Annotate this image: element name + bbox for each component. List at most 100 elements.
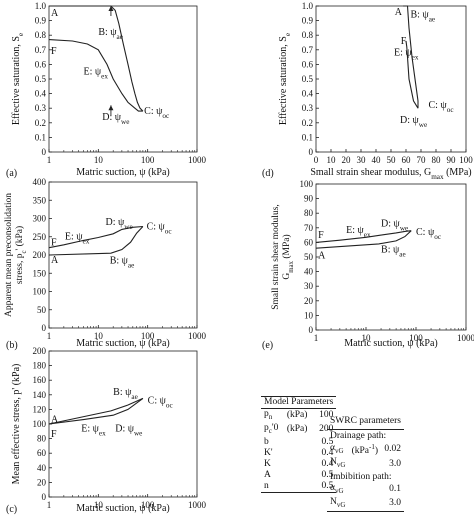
drainage-path-title: Drainage path: — [330, 431, 387, 441]
y-axis-label-c: Mean effective stress, p' (kPa) — [11, 364, 22, 485]
y-tick-label-d: 0 — [309, 147, 314, 157]
annotation-c-2: B: ψae — [113, 387, 138, 401]
parameter-name: K' — [264, 447, 273, 458]
parameter-name: K — [264, 458, 271, 469]
y-tick-label-c: 80 — [37, 434, 47, 444]
y-tick-label-e: 40 — [304, 267, 314, 277]
annotation-a-0: A — [51, 8, 59, 19]
parameter-row: NvG 3.0 — [327, 496, 404, 512]
y-tick-label-c: 40 — [37, 463, 47, 473]
y-tick-label-a: 0.3 — [35, 103, 47, 113]
series-line-imbibition-a — [48, 39, 143, 112]
plot-frame-e — [315, 183, 467, 331]
y-tick-label-c: 140 — [33, 390, 47, 400]
y-tick-label-c: 100 — [33, 419, 47, 429]
x-tick-label-d: 70 — [417, 155, 427, 165]
y-tick-label-c: 120 — [33, 404, 47, 414]
x-axis-label-a: Matric suction, ψ (kPa) — [76, 167, 169, 178]
series-line-drainage-b — [48, 226, 144, 256]
x-tick-label-b: 1000 — [188, 331, 207, 341]
panel-label-d: (d) — [262, 168, 274, 179]
parameter-name: NvG — [327, 496, 349, 512]
parameter-row: K 0.4 — [261, 459, 336, 470]
x-tick-label-a: 10 — [94, 155, 104, 165]
y-tick-label-e: 100 — [300, 179, 314, 189]
y-tick-label-a: 1.0 — [35, 1, 47, 11]
annotation-c-1: F — [51, 429, 57, 440]
y-tick-label-b: 250 — [33, 232, 47, 242]
parameter-value: 3.0 — [389, 458, 401, 469]
annotation-b-1: F — [51, 238, 57, 249]
x-tick-label-e: 1 — [314, 333, 319, 343]
x-tick-label-d: 90 — [447, 155, 457, 165]
y-tick-label-d: 0.6 — [302, 59, 314, 69]
y-tick-label-e: 80 — [304, 208, 314, 218]
annotation-a-3: E: ψex — [83, 67, 108, 81]
y-tick-label-b: 150 — [33, 268, 47, 278]
y-tick-label-d: 0.1 — [302, 132, 313, 142]
y-tick-label-b: 100 — [33, 287, 47, 297]
series-line-imbibition-c — [48, 397, 144, 425]
y-tick-label-a: 0 — [42, 147, 47, 157]
x-tick-label-b: 10 — [94, 331, 104, 341]
y-tick-label-c: 200 — [33, 346, 47, 356]
series-line-imbibition-e — [315, 230, 412, 243]
parameter-row: αvG 0.1 — [327, 483, 404, 497]
parameter-value: 0.02 — [384, 444, 401, 455]
x-tick-label-c: 1 — [47, 500, 52, 510]
parameter-row: K' 0.4 — [261, 448, 336, 459]
annotation-c-3: C: ψoc — [148, 396, 173, 410]
model-parameters-title: Model Parameters — [261, 397, 337, 409]
parameter-unit — [348, 496, 382, 512]
series-line-imbibition-d — [405, 40, 419, 109]
y-tick-label-b: 300 — [33, 214, 47, 224]
parameter-row: pc'0 (kPa) 200 — [261, 423, 336, 437]
annotation-e-0: F — [318, 230, 324, 241]
parameter-value: 0.5 — [321, 436, 334, 447]
parameter-value: 0.4 — [321, 458, 334, 469]
y-tick-label-e: 50 — [304, 252, 314, 262]
annotation-b-2: E: ψex — [65, 231, 90, 245]
parameter-name: b — [264, 436, 269, 447]
parameter-name: αvG — [330, 442, 344, 455]
series-line-drainage-c — [48, 397, 144, 425]
parameter-row: b 0.5 — [261, 437, 336, 448]
parameter-unit: (kPa-1) — [351, 443, 378, 457]
x-tick-label-c: 1000 — [188, 500, 207, 510]
y-tick-label-a: 0.2 — [35, 118, 46, 128]
annotation-b-0: A — [51, 255, 59, 266]
x-tick-label-c: 10 — [94, 500, 104, 510]
x-axis-label-c: Matric suction, ψ (kPa) — [76, 503, 169, 514]
y-tick-label-d: 0.4 — [302, 89, 314, 99]
x-tick-label-e: 1000 — [457, 333, 474, 343]
y-axis-label-b: Apparent mean preconsolidation — [4, 193, 14, 317]
parameter-unit: (kPa) — [286, 410, 308, 421]
series-line-imbibition-b — [48, 225, 143, 249]
annotation-b-4: C: ψoc — [147, 221, 172, 235]
y-tick-label-e: 70 — [304, 223, 314, 233]
y-tick-label-a: 0.8 — [35, 30, 47, 40]
y-tick-label-a: 0.1 — [35, 132, 46, 142]
y-tick-label-e: 90 — [304, 194, 314, 204]
y-tick-label-d: 1.0 — [302, 1, 314, 11]
x-tick-label-a: 100 — [141, 155, 155, 165]
x-tick-label-d: 0 — [314, 155, 319, 165]
series-line-drainage-d — [403, 5, 419, 109]
y-tick-label-a: 0.4 — [35, 89, 47, 99]
annotation-d-1: B: ψae — [411, 10, 436, 24]
parameter-name: A — [264, 469, 271, 480]
parameter-value: 200 — [319, 424, 334, 435]
x-tick-label-c: 100 — [141, 500, 155, 510]
model-parameters-table: Model Parameters pn (kPa) 100 pc'0 (kPa) 200 b… — [261, 396, 337, 493]
y-tick-label-a: 0.5 — [35, 74, 47, 84]
panel-label-e: (e) — [262, 340, 273, 351]
y-tick-label-e: 20 — [304, 296, 314, 306]
panel-label-b: (b) — [6, 340, 18, 351]
annotation-c-4: E: ψex — [81, 423, 106, 437]
y-tick-label-e: 0 — [309, 325, 314, 335]
parameter-unit — [284, 459, 314, 470]
x-tick-label-d: 50 — [387, 155, 397, 165]
annotation-d-4: C: ψoc — [429, 100, 454, 114]
y-tick-label-b: 200 — [33, 250, 47, 260]
y-tick-label-b: 50 — [37, 305, 47, 315]
